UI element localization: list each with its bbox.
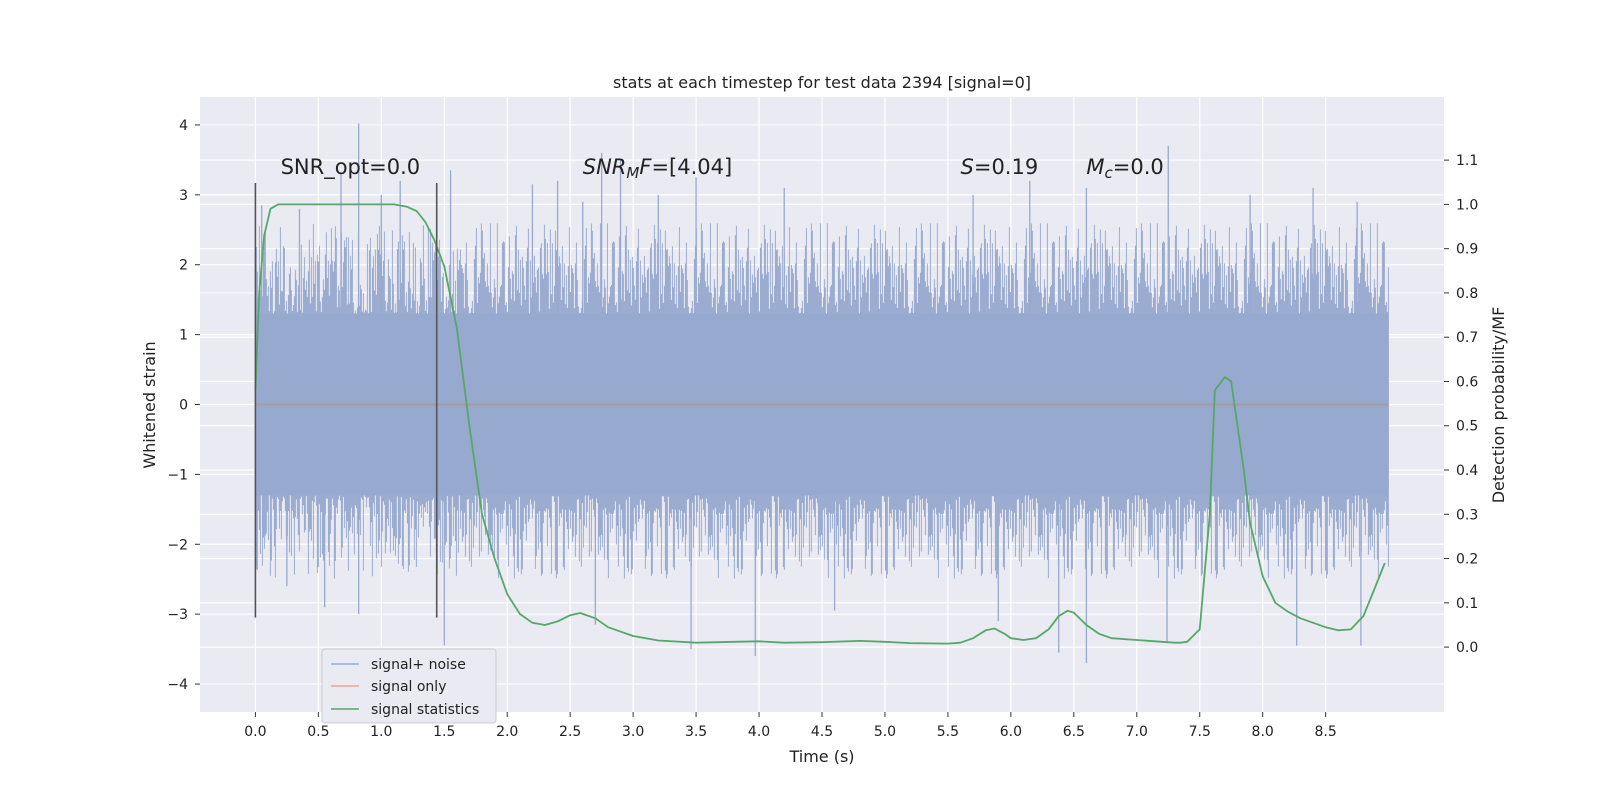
legend-label-noise: signal+ noise bbox=[371, 657, 466, 673]
y2-tick-label: 0.9 bbox=[1456, 242, 1478, 258]
annotation-part: c bbox=[1105, 164, 1114, 182]
x-tick-label: 7.5 bbox=[1189, 724, 1211, 740]
y-tick-label: −2 bbox=[167, 537, 188, 553]
legend-box bbox=[321, 648, 497, 724]
legend-label-statistics: signal statistics bbox=[371, 702, 479, 718]
x-tick-label: 1.0 bbox=[370, 724, 392, 740]
x-tick-label: 2.5 bbox=[559, 724, 581, 740]
y-tick-label: −4 bbox=[167, 677, 188, 693]
y-ticks: 4 3 2 1 0 −1 −2 −3 −4 bbox=[167, 118, 200, 693]
signal-statistics-line bbox=[254, 203, 1386, 645]
x-tick-label: 4.5 bbox=[811, 724, 833, 740]
y2-tick-label: 0.1 bbox=[1456, 596, 1478, 612]
x-tick-label: 5.5 bbox=[937, 724, 959, 740]
x-tick-label: 4.0 bbox=[748, 724, 770, 740]
x-tick-label: 6.0 bbox=[1000, 724, 1022, 740]
y-axis-label: Whitened strain bbox=[140, 341, 159, 468]
x-tick-label: 3.0 bbox=[622, 724, 644, 740]
annotation-s: S=0.19 bbox=[961, 155, 1039, 179]
x-tick-label: 0.0 bbox=[244, 724, 266, 740]
y2-tick-label: 0.6 bbox=[1456, 374, 1478, 390]
x-tick-label: 2.0 bbox=[496, 724, 518, 740]
y2-tick-label: 1.1 bbox=[1456, 153, 1478, 169]
annotation-mc: Mc=0.0 bbox=[1086, 155, 1163, 182]
y2-tick-label: 0.2 bbox=[1456, 552, 1478, 568]
y-tick-label: 3 bbox=[179, 188, 188, 204]
x-tick-label: 8.0 bbox=[1252, 724, 1274, 740]
x-axis-label: Time (s) bbox=[788, 747, 854, 766]
x-tick-label: 3.5 bbox=[685, 724, 707, 740]
y2-tick-label: 0.7 bbox=[1456, 330, 1478, 346]
annotation-part: S bbox=[961, 155, 974, 179]
y-tick-label: 0 bbox=[179, 398, 188, 414]
y2-axis-label: Detection probability/MF bbox=[1489, 307, 1508, 504]
x-tick-label: 8.5 bbox=[1315, 724, 1337, 740]
annotation-part: =0.19 bbox=[974, 155, 1038, 179]
x-tick-label: 7.0 bbox=[1126, 724, 1148, 740]
x-tick-label: 6.5 bbox=[1063, 724, 1085, 740]
annotations: SNR_opt=0.0 SNRMF=[4.04] S=0.19 Mc=0.0 bbox=[281, 155, 1164, 182]
annotation-snr-mf: SNRMF=[4.04] bbox=[583, 155, 732, 182]
x-tick-label: 1.5 bbox=[433, 724, 455, 740]
y2-tick-label: 0.5 bbox=[1456, 419, 1478, 435]
annotation-part: =0.0 bbox=[1113, 155, 1164, 179]
y2-tick-label: 0.8 bbox=[1456, 286, 1478, 302]
y2-tick-label: 0.3 bbox=[1456, 507, 1478, 523]
annotation-part: M bbox=[626, 164, 639, 182]
y2-tick-label: 1.0 bbox=[1456, 197, 1478, 213]
y-tick-label: −3 bbox=[167, 607, 188, 623]
y-tick-label: 2 bbox=[179, 258, 188, 274]
annotation-part: SNR bbox=[583, 155, 627, 179]
y2-tick-label: 0.0 bbox=[1456, 640, 1478, 656]
y-tick-label: 4 bbox=[179, 118, 188, 134]
annotation-part: F bbox=[639, 155, 652, 179]
y2-tick-label: 0.4 bbox=[1456, 463, 1478, 479]
annotation-part: =[4.04] bbox=[651, 155, 732, 179]
annotation-part: M bbox=[1086, 155, 1104, 179]
legend: signal+ noise signal only signal statist… bbox=[321, 648, 497, 724]
x-tick-label: 5.0 bbox=[874, 724, 896, 740]
annotation-snr-opt: SNR_opt=0.0 bbox=[281, 155, 421, 180]
y-tick-label: −1 bbox=[167, 467, 188, 483]
chart-title: stats at each timestep for test data 239… bbox=[613, 73, 1031, 92]
y-tick-label: 1 bbox=[179, 328, 188, 344]
x-ticks: 0.0 0.5 1.0 1.5 2.0 2.5 3.0 3.5 4.0 4.5 5.0 5.5 6.0 6… bbox=[244, 712, 1337, 740]
marker-layer bbox=[254, 182, 438, 618]
legend-label-signal-only: signal only bbox=[371, 679, 446, 695]
y2-ticks: 1.1 1.0 0.9 0.8 0.7 0.6 0.5 0.4 0.3 0.2 0.1 0.0 bbox=[1444, 153, 1478, 656]
x-tick-label: 0.5 bbox=[307, 724, 329, 740]
series-layer bbox=[254, 123, 1389, 664]
